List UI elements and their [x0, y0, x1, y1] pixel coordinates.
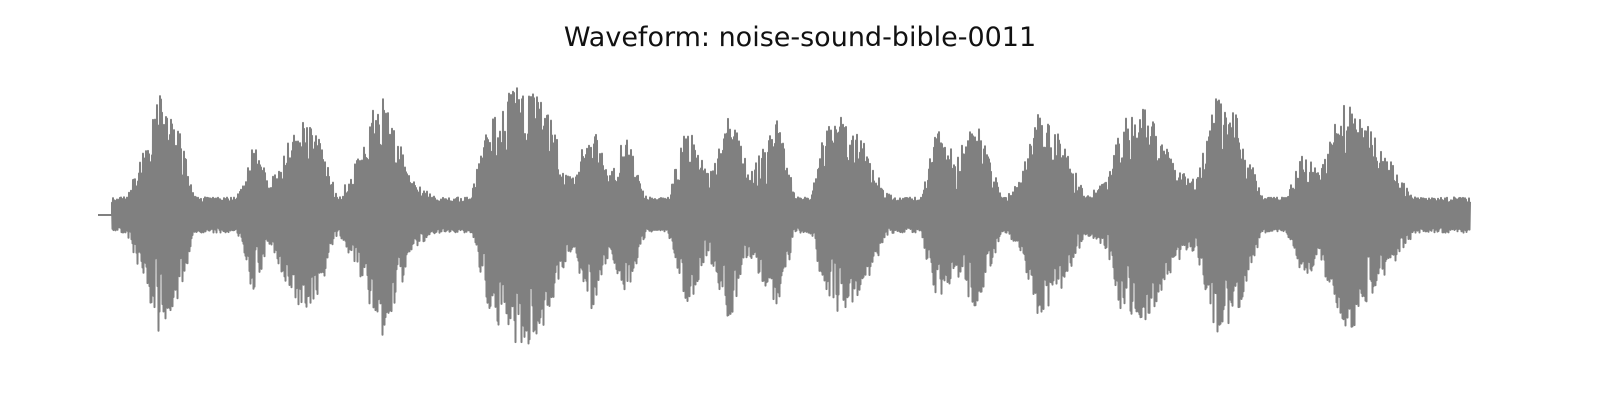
waveform-line	[98, 87, 1471, 345]
waveform-layer	[98, 87, 1471, 345]
chart-title: Waveform: noise-sound-bible-0011	[563, 22, 1037, 53]
